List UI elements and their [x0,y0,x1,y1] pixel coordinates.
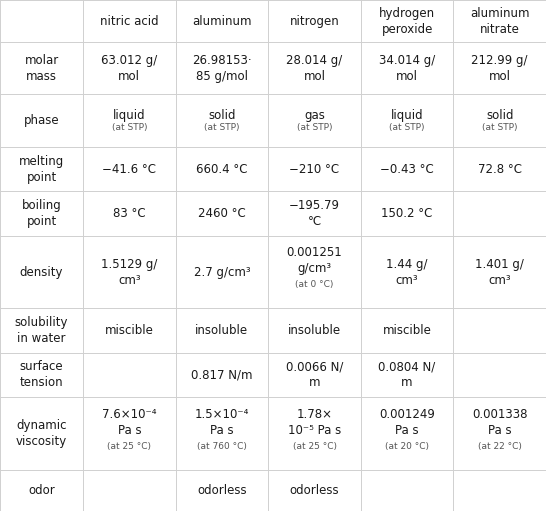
Text: 0.001249
Pa s: 0.001249 Pa s [379,408,435,436]
Text: (at STP): (at STP) [297,123,333,132]
Text: 0.817 N/m: 0.817 N/m [191,368,253,382]
Text: −195.79
°C: −195.79 °C [289,199,340,228]
Text: 83 °C: 83 °C [113,207,146,220]
Text: (at STP): (at STP) [204,123,240,132]
Text: 1.44 g/
cm³: 1.44 g/ cm³ [387,258,428,287]
Text: boiling
point: boiling point [22,199,61,228]
Text: odorless: odorless [290,484,339,497]
Text: dynamic
viscosity: dynamic viscosity [16,419,67,448]
Text: miscible: miscible [383,324,431,337]
Text: phase: phase [23,114,60,127]
Text: solubility
in water: solubility in water [15,316,68,345]
Text: aluminum: aluminum [192,14,252,28]
Text: solid: solid [208,109,236,122]
Text: 212.99 g/
mol: 212.99 g/ mol [471,54,528,83]
Text: 63.012 g/
mol: 63.012 g/ mol [101,54,157,83]
Text: 1.5×10⁻⁴
Pa s: 1.5×10⁻⁴ Pa s [195,408,249,436]
Text: solid: solid [486,109,513,122]
Text: 72.8 °C: 72.8 °C [478,162,522,175]
Text: 34.014 g/
mol: 34.014 g/ mol [379,54,435,83]
Text: 0.0804 N/
m: 0.0804 N/ m [378,360,436,389]
Text: (at 25 °C): (at 25 °C) [293,442,336,451]
Text: miscible: miscible [105,324,154,337]
Text: 660.4 °C: 660.4 °C [196,162,248,175]
Text: odorless: odorless [197,484,247,497]
Text: melting
point: melting point [19,154,64,183]
Text: 2.7 g/cm³: 2.7 g/cm³ [194,266,250,278]
Text: (at STP): (at STP) [111,123,147,132]
Text: 1.5129 g/
cm³: 1.5129 g/ cm³ [101,258,158,287]
Text: 1.78×
10⁻⁵ Pa s: 1.78× 10⁻⁵ Pa s [288,408,341,436]
Text: 0.001251
g/cm³: 0.001251 g/cm³ [287,246,342,275]
Text: nitric acid: nitric acid [100,14,159,28]
Text: aluminum
nitrate: aluminum nitrate [470,7,530,36]
Text: 2460 °C: 2460 °C [198,207,246,220]
Text: −0.43 °C: −0.43 °C [380,162,434,175]
Text: 28.014 g/
mol: 28.014 g/ mol [287,54,343,83]
Text: (at STP): (at STP) [482,123,518,132]
Text: liquid: liquid [391,109,424,122]
Text: hydrogen
peroxide: hydrogen peroxide [379,7,435,36]
Text: −41.6 °C: −41.6 °C [102,162,156,175]
Text: molar
mass: molar mass [25,54,58,83]
Text: (at 760 °C): (at 760 °C) [197,442,247,451]
Text: 150.2 °C: 150.2 °C [382,207,433,220]
Text: 7.6×10⁻⁴
Pa s: 7.6×10⁻⁴ Pa s [102,408,157,436]
Text: density: density [20,266,63,278]
Text: odor: odor [28,484,55,497]
Text: (at 20 °C): (at 20 °C) [385,442,429,451]
Text: 0.001338
Pa s: 0.001338 Pa s [472,408,527,436]
Text: insoluble: insoluble [288,324,341,337]
Text: (at STP): (at STP) [389,123,425,132]
Text: liquid: liquid [113,109,146,122]
Text: gas: gas [304,109,325,122]
Text: (at 25 °C): (at 25 °C) [108,442,151,451]
Text: 0.0066 N/
m: 0.0066 N/ m [286,360,343,389]
Text: nitrogen: nitrogen [289,14,340,28]
Text: surface
tension: surface tension [20,360,63,389]
Text: (at 22 °C): (at 22 °C) [478,442,521,451]
Text: insoluble: insoluble [195,324,248,337]
Text: 26.98153·
85 g/mol: 26.98153· 85 g/mol [192,54,252,83]
Text: −210 °C: −210 °C [289,162,340,175]
Text: 1.401 g/
cm³: 1.401 g/ cm³ [475,258,524,287]
Text: (at 0 °C): (at 0 °C) [295,281,334,289]
